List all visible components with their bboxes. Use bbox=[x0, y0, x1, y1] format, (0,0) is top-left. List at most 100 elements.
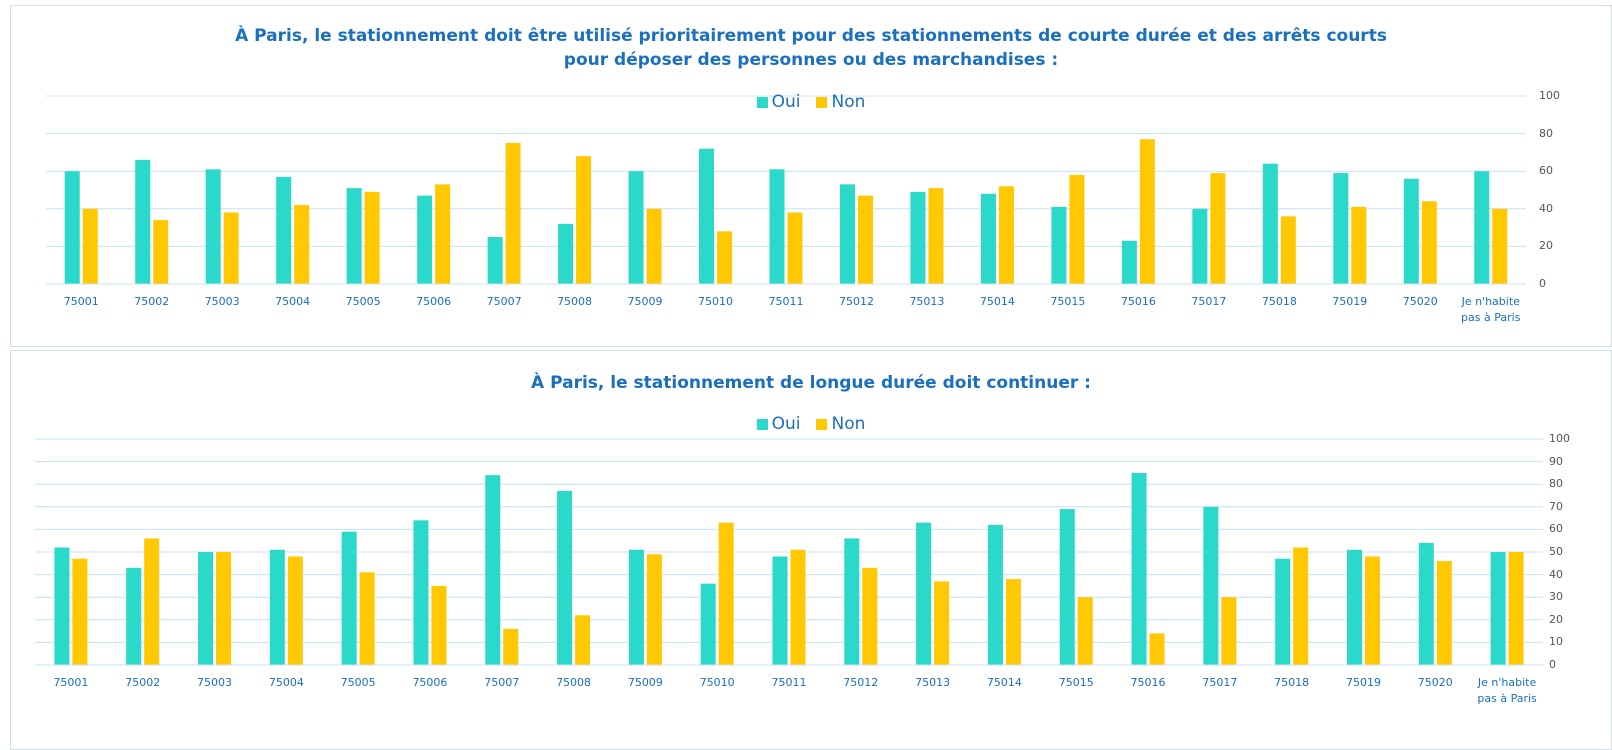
legend-swatch bbox=[816, 418, 828, 430]
bar bbox=[1508, 552, 1524, 665]
bar bbox=[1131, 472, 1147, 665]
legend-label: Oui bbox=[771, 414, 801, 434]
bar bbox=[576, 156, 592, 284]
legend: Oui Non bbox=[11, 92, 1611, 112]
bar bbox=[916, 522, 932, 665]
y-tick-label: 90 bbox=[1549, 454, 1563, 468]
bar bbox=[980, 193, 996, 284]
bar bbox=[998, 186, 1014, 284]
bar bbox=[1005, 579, 1021, 665]
bar bbox=[82, 208, 98, 284]
bar bbox=[646, 208, 662, 284]
x-tick-label: 75020 bbox=[1417, 676, 1453, 689]
legend-label: Non bbox=[831, 92, 866, 112]
y-tick-label: 100 bbox=[1549, 432, 1570, 445]
bar bbox=[417, 195, 433, 284]
x-tick-label: 75018 bbox=[1261, 295, 1297, 308]
bar bbox=[431, 585, 447, 665]
x-tick-label: 75016 bbox=[1120, 295, 1156, 308]
x-tick-label: 75003 bbox=[204, 295, 240, 308]
x-tick-label: 75008 bbox=[556, 676, 592, 689]
x-tick-label: 75006 bbox=[412, 676, 448, 689]
bar bbox=[487, 237, 503, 284]
bar bbox=[1436, 561, 1452, 665]
bar bbox=[1210, 173, 1226, 284]
x-tick-label: 75005 bbox=[340, 676, 376, 689]
bar bbox=[857, 195, 873, 284]
x-tick-label: 75015 bbox=[1050, 295, 1086, 308]
bar bbox=[205, 169, 221, 284]
bar bbox=[72, 558, 88, 665]
bar bbox=[717, 231, 733, 284]
bar bbox=[628, 549, 644, 665]
chart-title: À Paris, le stationnement de longue duré… bbox=[531, 373, 1091, 393]
x-tick-label: 75004 bbox=[268, 676, 304, 689]
x-tick-label: 75014 bbox=[986, 676, 1022, 689]
bar bbox=[1059, 509, 1075, 665]
y-tick-label: 60 bbox=[1549, 522, 1563, 536]
x-tick-label: 75018 bbox=[1274, 676, 1310, 689]
y-tick-label: 30 bbox=[1549, 590, 1563, 604]
bar bbox=[790, 549, 806, 665]
bar bbox=[1192, 208, 1208, 284]
bar bbox=[198, 552, 214, 665]
bar bbox=[1280, 216, 1296, 284]
bar bbox=[575, 615, 591, 665]
bar bbox=[928, 188, 944, 284]
plot bbox=[35, 438, 1543, 666]
x-tick-label: 75020 bbox=[1402, 295, 1438, 308]
bar bbox=[862, 567, 878, 665]
x-tick-label: 75009 bbox=[627, 676, 663, 689]
bar bbox=[485, 475, 501, 665]
bar bbox=[787, 212, 803, 284]
x-tick-label: 75010 bbox=[698, 295, 734, 308]
bar bbox=[839, 184, 855, 284]
bar bbox=[910, 191, 926, 284]
bar bbox=[1203, 506, 1219, 665]
x-tick-label: 75001 bbox=[63, 295, 99, 308]
bar bbox=[628, 171, 644, 284]
x-tick-label: 75011 bbox=[768, 295, 804, 308]
x-tick-label: 75019 bbox=[1345, 676, 1381, 689]
x-tick-label: 75010 bbox=[699, 676, 735, 689]
bar bbox=[135, 159, 151, 284]
x-tick-label: 75007 bbox=[486, 295, 522, 308]
bar bbox=[64, 171, 80, 284]
y-tick-label: 40 bbox=[1549, 567, 1563, 581]
bar bbox=[1346, 549, 1362, 665]
x-tick-label: 75016 bbox=[1130, 676, 1166, 689]
y-tick-label: 70 bbox=[1549, 499, 1563, 513]
x-tick-label: 75012 bbox=[843, 676, 879, 689]
bar bbox=[1077, 597, 1093, 665]
bar bbox=[346, 188, 362, 284]
y-tick-label: 0 bbox=[1549, 658, 1556, 671]
bar bbox=[126, 567, 142, 665]
x-tick-label: 75004 bbox=[275, 295, 311, 308]
bar bbox=[1364, 556, 1380, 665]
bar bbox=[987, 524, 1003, 665]
y-tick-label: 100 bbox=[1539, 89, 1560, 102]
bar bbox=[1351, 206, 1367, 284]
legend: Oui Non bbox=[11, 414, 1611, 434]
plot bbox=[46, 95, 1526, 285]
bar bbox=[1418, 542, 1434, 665]
bar bbox=[1333, 173, 1349, 284]
bar bbox=[223, 212, 239, 284]
legend-swatch bbox=[816, 96, 828, 108]
bar bbox=[1221, 597, 1237, 665]
chart-panel: À Paris, le stationnement doit être util… bbox=[10, 5, 1612, 347]
x-tick-label: 75013 bbox=[909, 295, 945, 308]
x-tick-label: Je n'habite pas à Paris bbox=[1477, 676, 1537, 705]
bar bbox=[153, 220, 169, 284]
x-tick-label: 75009 bbox=[627, 295, 663, 308]
y-tick-label: 40 bbox=[1539, 201, 1553, 215]
y-tick-label: 50 bbox=[1549, 545, 1563, 558]
x-tick-label: 75001 bbox=[53, 676, 89, 689]
bar bbox=[1121, 240, 1137, 284]
y-tick-label: 80 bbox=[1549, 477, 1563, 491]
bar bbox=[276, 176, 292, 284]
bar bbox=[699, 148, 715, 284]
bar bbox=[341, 531, 357, 665]
bar bbox=[844, 538, 860, 665]
